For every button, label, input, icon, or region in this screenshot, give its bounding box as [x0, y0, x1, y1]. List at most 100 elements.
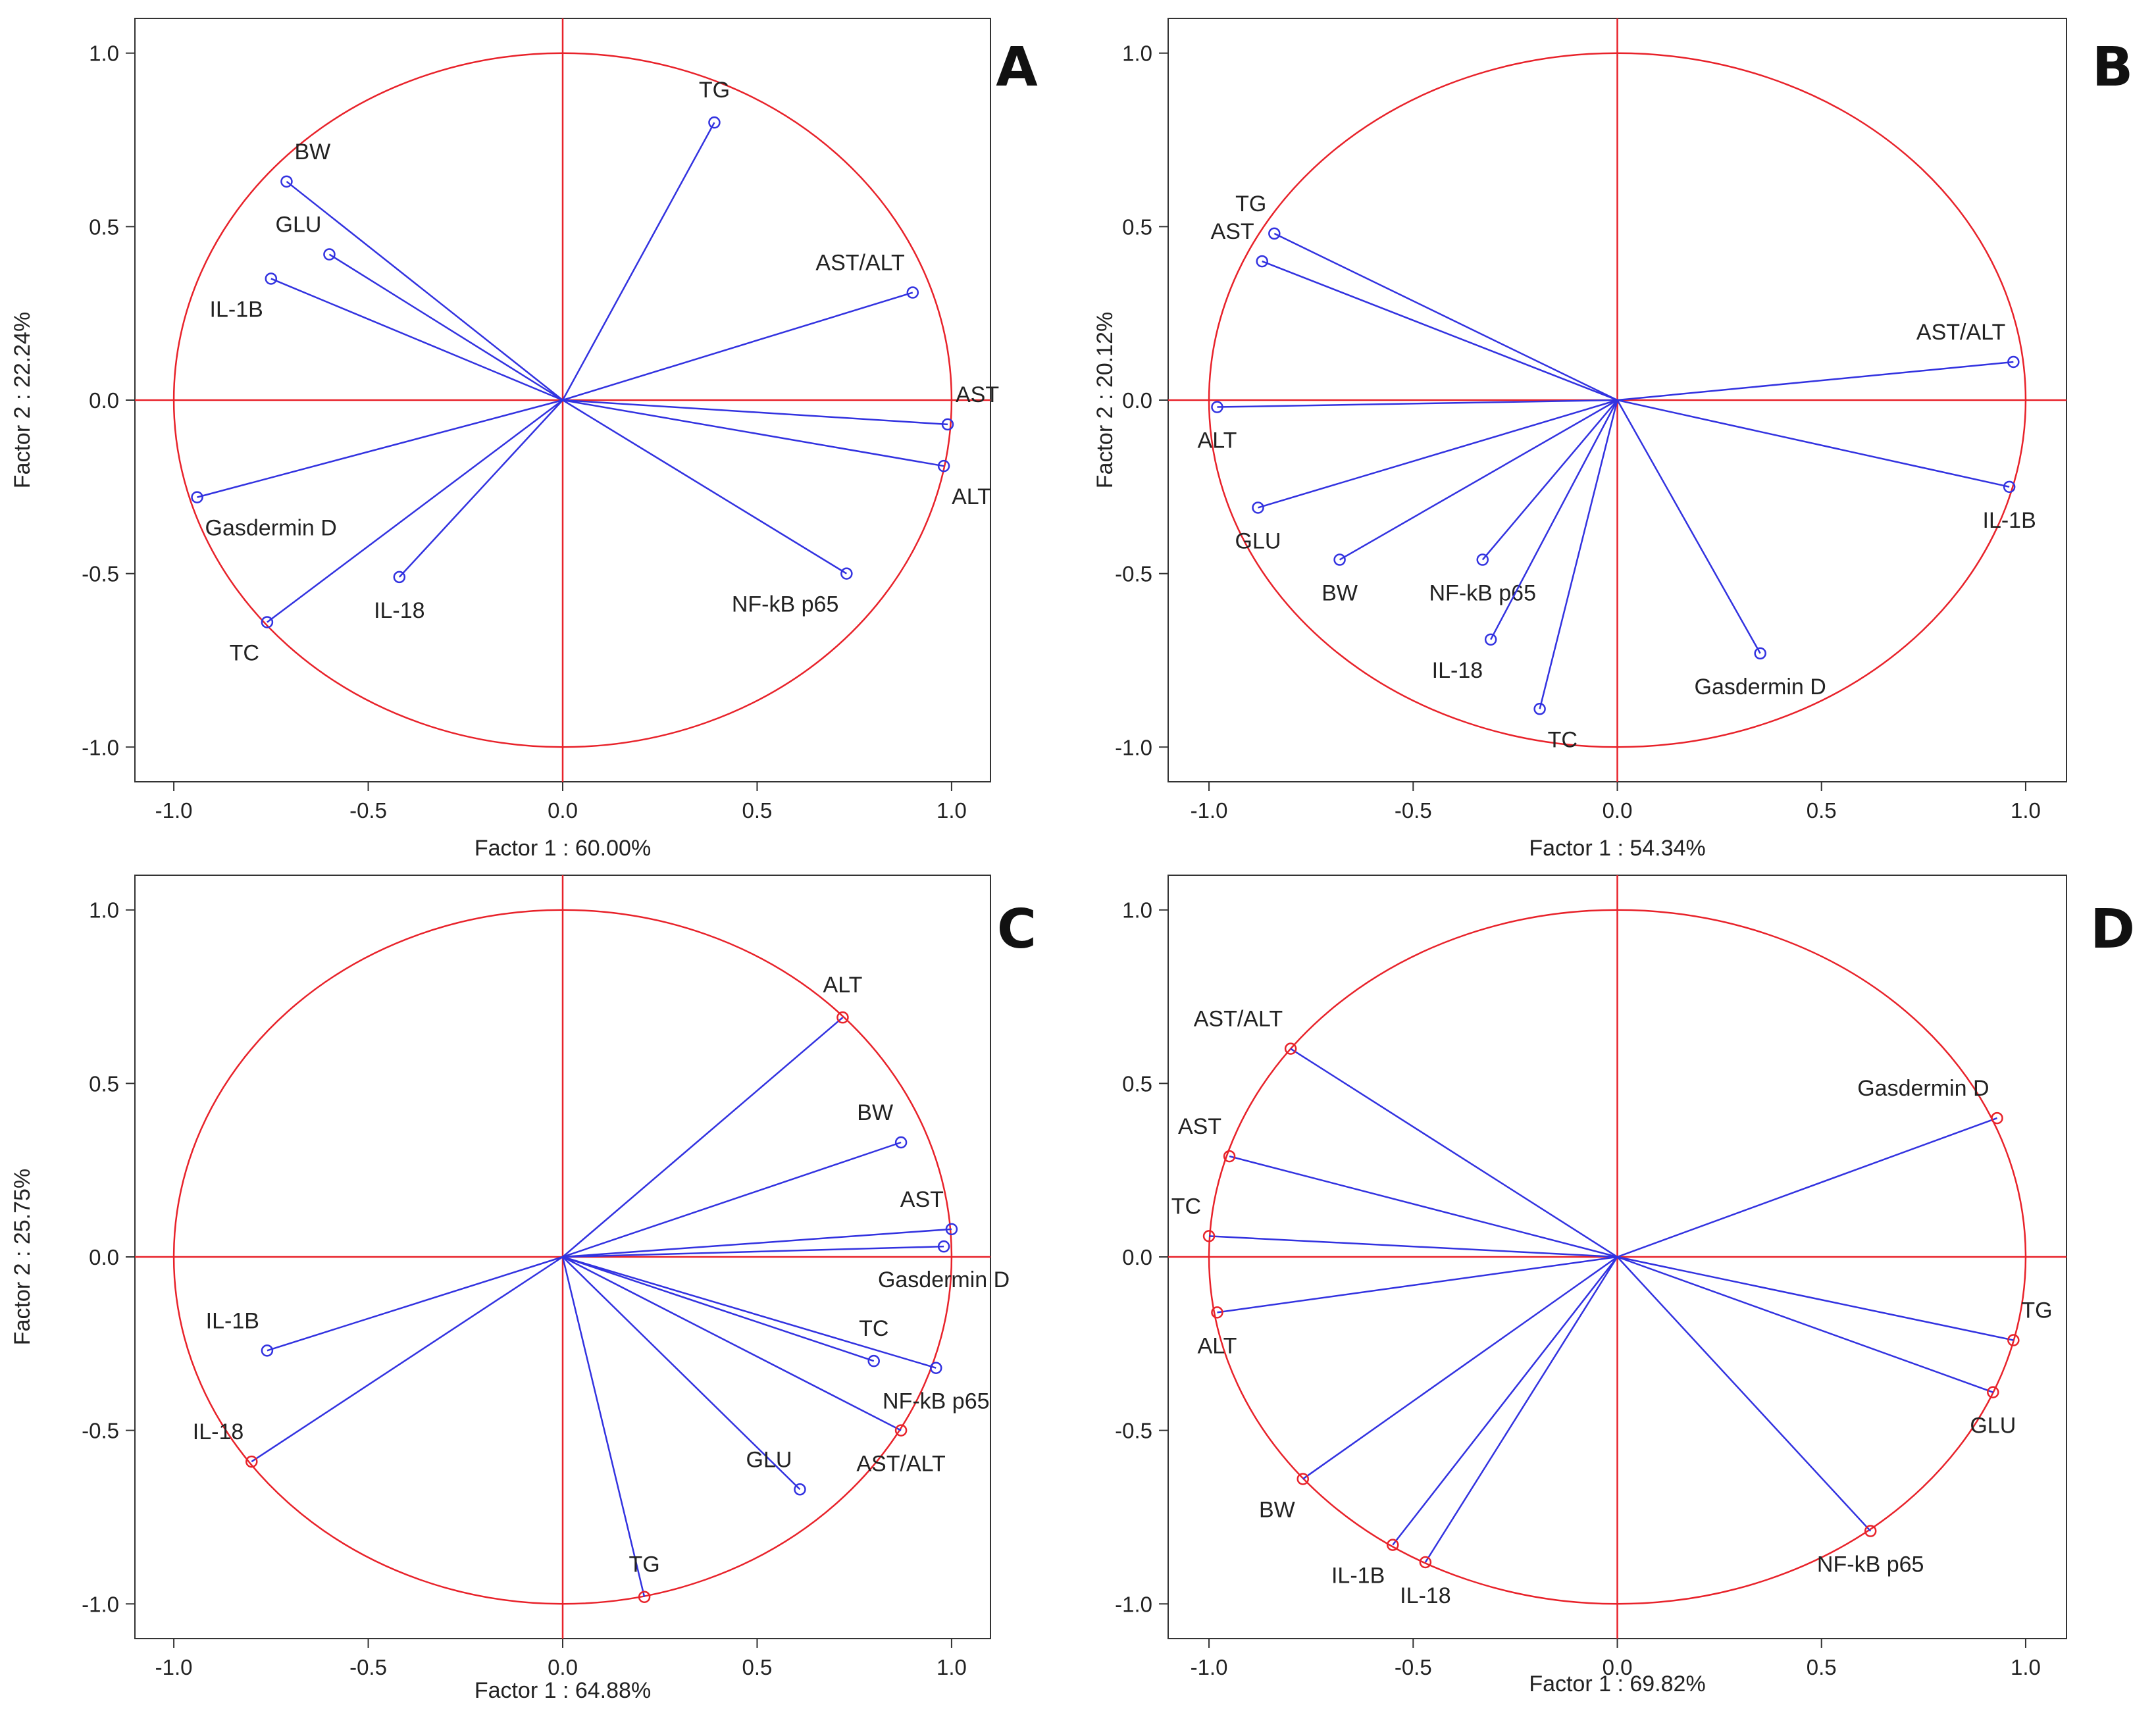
- loading-label: GLU: [276, 213, 322, 238]
- y-tick-label: -1.0: [82, 1592, 119, 1616]
- loading-vector: [562, 1245, 944, 1258]
- loading-point: [1252, 501, 1264, 514]
- loading-label: IL-18: [1400, 1583, 1451, 1608]
- loading-point: [280, 175, 293, 188]
- loading-vector: [562, 1256, 937, 1369]
- loading-label: BW: [294, 140, 330, 165]
- loading-label: ALT: [1198, 1333, 1237, 1358]
- loading-vector: [562, 1017, 844, 1258]
- loading-vector: [561, 122, 715, 401]
- loading-vector: [1290, 1048, 1618, 1258]
- panel-a: -1.0 -0.5 0.0 0.5 1.0 1.0 0.5 0.0 -0.5 -1.0 Factor…: [10, 18, 1038, 861]
- loading-vector: [1617, 399, 2010, 488]
- loading-vector: [267, 1256, 563, 1352]
- x-tick-label: 1.0: [2011, 798, 2041, 823]
- loading-point: [638, 1591, 651, 1603]
- loading-label: IL-1B: [206, 1308, 259, 1333]
- loading-label: AST: [900, 1187, 944, 1212]
- x-tick-label: 0.0: [548, 798, 578, 823]
- loading-vector: [1229, 1155, 1618, 1258]
- y-tick-label: 1.0: [1122, 898, 1152, 923]
- loading-vector: [562, 1141, 902, 1258]
- y-tick-label: 1.0: [89, 41, 119, 66]
- x-axis-label: Factor 1 : 60.00%: [475, 836, 651, 861]
- loading-point: [1533, 703, 1546, 715]
- loading-point: [323, 248, 336, 261]
- loading-vector: [1617, 1256, 2014, 1341]
- y-tick-label: 0.0: [1122, 388, 1152, 413]
- loading-point: [1202, 1230, 1216, 1242]
- loading-vector: [1481, 399, 1618, 561]
- panel-d: -1.0 -0.5 0.0 0.5 1.0 1.0 0.5 0.0 -0.5 -1.0 Factor…: [1115, 875, 2135, 1696]
- y-tick-label: 0.0: [89, 388, 119, 413]
- loading-point: [2007, 355, 2020, 369]
- loading-vector: [270, 278, 563, 401]
- loading-vector: [562, 399, 848, 574]
- y-tick-label: -0.5: [1115, 1419, 1152, 1443]
- loading-point: [937, 459, 950, 472]
- loading-point: [1387, 1539, 1399, 1551]
- x-tick-label: 0.0: [1603, 1655, 1633, 1679]
- panel-letter: C: [997, 898, 1037, 961]
- y-tick-label: 0.5: [1122, 215, 1152, 239]
- x-tick-label: 1.0: [937, 1655, 967, 1679]
- x-tick-label: 0.5: [742, 1655, 773, 1679]
- correlation-circle: [172, 909, 953, 1605]
- y-tick-label: 1.0: [89, 898, 119, 923]
- panel-letter: B: [2092, 36, 2134, 99]
- loading-point: [1476, 553, 1489, 566]
- x-tick-label: 0.0: [1603, 798, 1633, 823]
- loading-vector: [251, 1256, 563, 1463]
- loading-vector: [561, 1256, 646, 1598]
- loading-vector: [1339, 399, 1618, 561]
- loading-point: [1268, 227, 1281, 240]
- loading-vector: [1539, 399, 1618, 709]
- loading-point: [261, 1344, 274, 1357]
- correlation-circle: [172, 52, 953, 748]
- loading-label: TC: [1171, 1194, 1201, 1219]
- loading-point: [708, 116, 721, 129]
- loading-label: IL-18: [1432, 658, 1483, 683]
- loading-label: BW: [1259, 1497, 1295, 1522]
- loading-label: TG: [629, 1552, 659, 1577]
- loading-vector: [562, 399, 948, 426]
- loading-vector: [1616, 399, 1761, 654]
- loading-label: AST/ALT: [856, 1452, 945, 1477]
- loading-vector: [398, 399, 563, 578]
- loading-point: [945, 1223, 958, 1236]
- loading-point: [1296, 1473, 1309, 1485]
- loading-point: [906, 286, 919, 299]
- loading-point: [1223, 1150, 1236, 1163]
- loading-point: [1991, 1111, 2003, 1125]
- loading-label: TG: [1235, 191, 1266, 217]
- loading-label: ALT: [1198, 428, 1237, 453]
- loading-vector: [1262, 260, 1618, 401]
- loading-point: [2007, 1334, 2020, 1346]
- y-tick-label: 0.5: [89, 215, 119, 239]
- loading-label: NF-kB p65: [732, 592, 839, 617]
- loading-point: [1256, 255, 1268, 268]
- loading-label: TC: [859, 1316, 888, 1341]
- y-tick-label: -0.5: [1115, 562, 1152, 586]
- loading-vector: [1490, 399, 1618, 640]
- loading-vector: [1617, 361, 2014, 401]
- loading-label: BW: [857, 1100, 893, 1125]
- loading-label: ALT: [952, 484, 991, 509]
- loading-vector: [562, 1256, 801, 1491]
- loading-vector: [1617, 1117, 1997, 1258]
- loading-label: Gasdermin D: [1857, 1076, 1989, 1101]
- loading-point: [393, 571, 406, 584]
- loading-point: [1419, 1556, 1432, 1569]
- y-tick-label: -1.0: [82, 735, 119, 759]
- loading-vector: [1208, 1235, 1618, 1258]
- loading-point: [1333, 553, 1346, 566]
- loading-point: [245, 1455, 258, 1468]
- loading-label: NF-kB p65: [883, 1389, 990, 1414]
- loading-label: AST: [1178, 1114, 1221, 1139]
- loading-vector: [562, 399, 944, 467]
- y-tick-label: 0.0: [89, 1245, 119, 1269]
- x-tick-label: 0.5: [742, 798, 773, 823]
- loading-vector: [267, 399, 563, 623]
